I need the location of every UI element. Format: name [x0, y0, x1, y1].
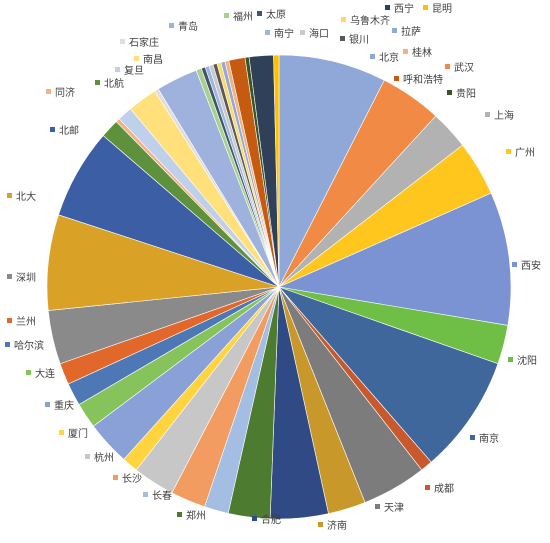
legend-swatch	[445, 64, 450, 69]
legend-swatch	[257, 11, 262, 16]
slice-label: 广州	[515, 147, 535, 159]
legend-swatch	[95, 80, 100, 85]
slice-label: 哈尔滨	[14, 339, 44, 352]
legend-swatch	[7, 274, 12, 279]
slice-label: 西安	[521, 259, 541, 272]
legend-swatch	[370, 54, 375, 59]
legend-swatch	[169, 23, 174, 28]
slice-label: 复旦	[124, 64, 144, 77]
legend-swatch	[113, 475, 118, 480]
legend-swatch	[392, 28, 397, 33]
legend-swatch	[403, 49, 408, 54]
slice-label: 同济	[55, 86, 75, 99]
slice-label: 武汉	[454, 61, 474, 74]
slice-label: 太原	[266, 8, 286, 21]
slice-label: 济南	[327, 519, 347, 532]
slice-label: 福州	[233, 10, 253, 23]
legend-swatch	[5, 342, 10, 347]
legend-swatch	[59, 430, 64, 435]
slice-label: 兰州	[16, 315, 36, 328]
slice-label: 昆明	[432, 3, 452, 15]
slice-label: 贵阳	[456, 87, 476, 100]
legend-swatch	[318, 522, 323, 527]
legend-swatch	[26, 370, 31, 375]
legend-swatch	[394, 76, 399, 81]
slice-label: 深圳	[16, 272, 36, 284]
slice-label: 海口	[309, 27, 329, 40]
legend-swatch	[470, 435, 475, 440]
legend-swatch	[340, 36, 345, 41]
slice-label: 北邮	[59, 124, 79, 137]
legend-swatch	[485, 112, 490, 117]
pie-slice	[278, 54, 385, 288]
slice-label: 拉萨	[401, 25, 421, 38]
legend-swatch	[50, 127, 55, 132]
slice-label: 银川	[349, 33, 369, 46]
slice-label: 成都	[434, 483, 454, 495]
slice-label: 桂林	[412, 46, 432, 59]
slice-label: 长沙	[122, 473, 142, 485]
legend-swatch	[423, 5, 428, 10]
slice-label: 郑州	[186, 509, 206, 522]
slice-label: 青岛	[178, 20, 198, 33]
legend-swatch	[447, 90, 452, 95]
legend-swatch	[120, 39, 125, 44]
legend-swatch	[341, 17, 346, 22]
legend-swatch	[46, 89, 51, 94]
pie-slices	[46, 54, 512, 520]
legend-swatch	[85, 454, 90, 459]
legend-swatch	[508, 357, 513, 362]
slice-label: 南京	[479, 432, 499, 445]
slice-label: 北航	[104, 77, 124, 90]
legend-swatch	[143, 492, 148, 497]
legend-swatch	[7, 318, 12, 323]
slice-label: 沈阳	[517, 354, 537, 367]
legend-swatch	[375, 504, 380, 509]
legend-swatch	[506, 149, 511, 154]
slice-label: 上海	[494, 109, 514, 122]
legend-swatch	[7, 193, 12, 198]
legend-swatch	[512, 262, 517, 267]
slice-label: 西宁	[394, 2, 414, 15]
pie-slice	[277, 192, 512, 326]
legend-swatch	[134, 56, 139, 61]
slice-label: 长春	[152, 490, 172, 502]
slice-label: 呼和浩特	[403, 74, 443, 86]
slice-label: 重庆	[54, 399, 74, 412]
slice-label: 厦门	[68, 427, 88, 440]
legend-swatch	[300, 30, 305, 35]
slice-label: 杭州	[94, 451, 114, 464]
legend-swatch	[385, 5, 390, 10]
legend-swatch	[252, 516, 257, 521]
slice-label: 天津	[384, 502, 404, 514]
pie-slice	[278, 286, 499, 463]
slice-label: 大连	[35, 367, 55, 380]
legend-swatch	[265, 30, 270, 35]
pie-slice	[273, 54, 280, 288]
slice-label: 南昌	[143, 53, 163, 66]
slice-label: 北大	[16, 190, 36, 203]
legend-swatch	[224, 13, 229, 18]
legend-swatch	[45, 402, 50, 407]
legend-swatch	[177, 512, 182, 517]
slice-label: 合肥	[261, 513, 281, 526]
legend-swatch	[425, 485, 430, 490]
slice-label: 乌鲁木齐	[350, 14, 390, 27]
legend-swatch	[115, 67, 120, 72]
slice-label: 石家庄	[129, 36, 159, 49]
slice-label: 北京	[379, 51, 399, 64]
slice-label: 南宁	[274, 27, 294, 40]
